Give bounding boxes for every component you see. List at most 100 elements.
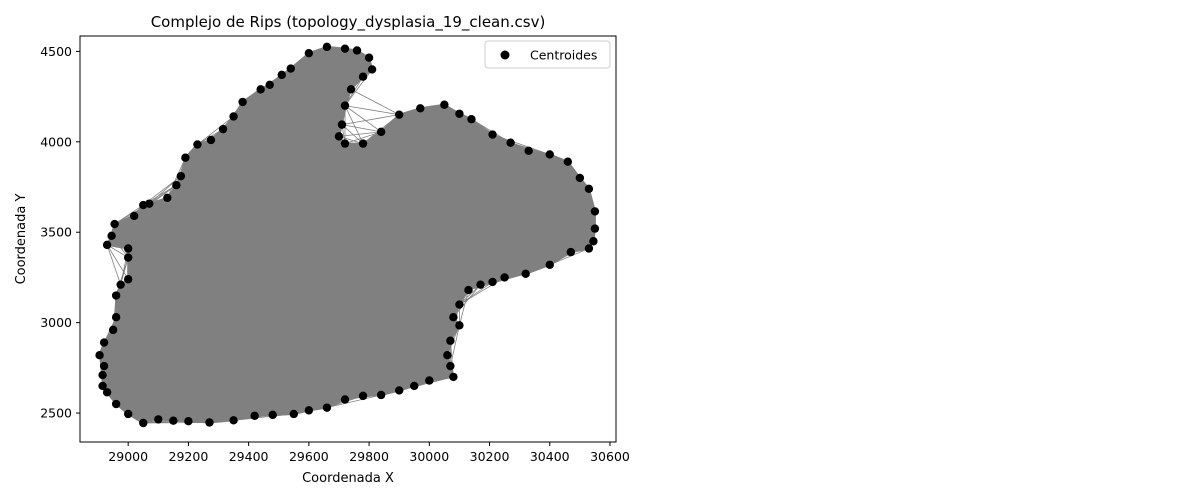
complex-edge <box>344 105 364 144</box>
centroid-point <box>488 130 497 139</box>
complex-edge <box>341 114 400 126</box>
complex-edge <box>344 48 373 70</box>
complex-edge <box>429 365 451 381</box>
complex-edge <box>308 52 373 70</box>
centroid-point <box>304 48 314 58</box>
centroid-point <box>566 247 576 257</box>
centroid-point <box>358 72 368 81</box>
complex-edge <box>570 228 596 253</box>
centroid-point <box>229 112 238 121</box>
complex-edge <box>492 134 550 155</box>
complex-edge <box>420 107 460 115</box>
complex-edge <box>350 50 358 90</box>
x-tick-label: 29000 <box>108 449 148 464</box>
centroid-point <box>256 85 265 94</box>
plot-area <box>95 42 600 428</box>
centroid-point <box>358 139 368 148</box>
centroid-point <box>521 269 530 279</box>
complex-edge <box>326 46 370 59</box>
centroid-point <box>286 64 295 73</box>
axes-frame <box>79 35 617 443</box>
complex-edge <box>308 52 370 59</box>
complex-edge <box>380 107 421 133</box>
complex-edge <box>166 157 186 199</box>
complex-edge <box>459 284 481 305</box>
centroid-point <box>123 253 133 262</box>
complex-edge <box>103 365 117 405</box>
centroid-point <box>265 80 274 90</box>
centroid-point <box>99 361 109 371</box>
y-tick-label: 2500 <box>40 406 72 421</box>
complex-edge <box>326 46 364 77</box>
complex-edge <box>459 281 493 305</box>
centroid-point <box>218 124 228 134</box>
centroid-point <box>139 200 148 210</box>
centroid-point <box>376 390 386 400</box>
centroid-point <box>524 146 533 156</box>
centroid-point <box>154 415 163 424</box>
centroid-point <box>99 338 109 347</box>
centroid-point <box>184 417 193 426</box>
complex-edge <box>197 116 234 145</box>
centroid-point <box>277 70 286 80</box>
centroid-point <box>590 207 600 216</box>
complex-edge <box>341 124 364 144</box>
centroid-point <box>229 416 238 425</box>
x-tick-label: 29800 <box>349 449 389 464</box>
centroid-point <box>268 410 277 420</box>
complex-edge <box>106 391 159 420</box>
centroid-point <box>172 180 181 190</box>
centroid-point <box>584 244 594 253</box>
y-tick-label: 4500 <box>40 44 72 59</box>
complex-edge <box>344 105 400 116</box>
complex-edge <box>344 105 382 133</box>
centroid-point <box>352 46 362 55</box>
complex-edge <box>549 248 590 266</box>
centroid-point <box>169 416 178 425</box>
centroid-point <box>95 350 104 360</box>
centroid-point <box>455 300 464 309</box>
complex-edge <box>290 46 328 69</box>
centroid-point <box>107 231 116 241</box>
y-tick-label: 3000 <box>40 315 72 330</box>
centroid-point <box>394 110 404 119</box>
centroid-point <box>367 65 377 74</box>
x-tick-label: 30200 <box>470 449 510 464</box>
centroid-point <box>110 219 119 229</box>
centroid-point <box>449 313 458 322</box>
complex-edge <box>308 52 364 78</box>
centroid-point <box>337 120 347 129</box>
complex-edge <box>459 289 469 326</box>
legend-marker <box>500 50 510 60</box>
centroid-point <box>410 381 419 391</box>
centroid-point <box>440 100 449 109</box>
complex-edge <box>114 204 144 225</box>
complex-edge <box>356 50 364 77</box>
centroid-point <box>176 171 186 181</box>
centroid-markers <box>95 42 600 428</box>
centroid-point <box>116 280 125 289</box>
complex-edge <box>326 394 382 409</box>
x-tick-label: 30600 <box>590 449 630 464</box>
centroid-point <box>123 244 133 253</box>
centroid-point <box>111 313 121 322</box>
centroid-point <box>446 336 455 345</box>
x-tick-label: 30000 <box>409 449 449 464</box>
centroid-point <box>340 395 350 404</box>
centroid-point <box>455 109 464 118</box>
x-tick-label: 30400 <box>530 449 570 464</box>
centroid-point <box>206 135 216 145</box>
centroid-point <box>123 409 133 419</box>
complex-edge <box>510 142 568 163</box>
complex-edge <box>115 403 159 420</box>
complex-edge <box>399 376 454 391</box>
complex-edge <box>341 124 382 133</box>
x-tick-label: 29600 <box>289 449 329 464</box>
centroid-point <box>467 114 476 124</box>
centroid-point <box>464 285 473 295</box>
centroid-point <box>340 139 350 148</box>
centroid-point <box>416 104 425 113</box>
centroid-point <box>205 418 214 427</box>
centroid-point <box>364 53 374 62</box>
centroid-point <box>455 321 464 330</box>
